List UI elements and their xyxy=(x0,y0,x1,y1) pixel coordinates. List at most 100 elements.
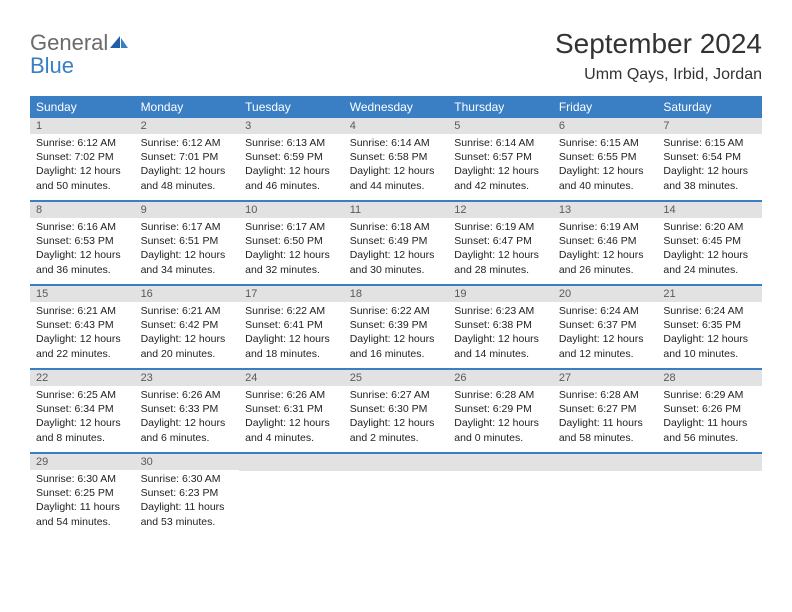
dow-saturday: Saturday xyxy=(657,96,762,118)
day-body: Sunrise: 6:18 AMSunset: 6:49 PMDaylight:… xyxy=(344,218,449,281)
daylight-text: Daylight: 12 hours and 42 minutes. xyxy=(454,164,547,192)
sunset-text: Sunset: 6:38 PM xyxy=(454,318,547,332)
day-cell: 16Sunrise: 6:21 AMSunset: 6:42 PMDayligh… xyxy=(135,286,240,368)
sunrise-text: Sunrise: 6:21 AM xyxy=(36,304,129,318)
day-number xyxy=(657,454,762,471)
dow-monday: Monday xyxy=(135,96,240,118)
day-number: 22 xyxy=(30,370,135,386)
day-cell: 18Sunrise: 6:22 AMSunset: 6:39 PMDayligh… xyxy=(344,286,449,368)
day-cell: 30Sunrise: 6:30 AMSunset: 6:23 PMDayligh… xyxy=(135,454,240,536)
day-body: Sunrise: 6:23 AMSunset: 6:38 PMDaylight:… xyxy=(448,302,553,365)
day-cell: 17Sunrise: 6:22 AMSunset: 6:41 PMDayligh… xyxy=(239,286,344,368)
day-number: 26 xyxy=(448,370,553,386)
daylight-text: Daylight: 12 hours and 44 minutes. xyxy=(350,164,443,192)
day-number: 24 xyxy=(239,370,344,386)
day-body: Sunrise: 6:29 AMSunset: 6:26 PMDaylight:… xyxy=(657,386,762,449)
day-number: 25 xyxy=(344,370,449,386)
day-number: 8 xyxy=(30,202,135,218)
day-body: Sunrise: 6:30 AMSunset: 6:25 PMDaylight:… xyxy=(30,470,135,533)
day-body: Sunrise: 6:24 AMSunset: 6:35 PMDaylight:… xyxy=(657,302,762,365)
day-body: Sunrise: 6:28 AMSunset: 6:27 PMDaylight:… xyxy=(553,386,658,449)
day-number: 11 xyxy=(344,202,449,218)
dow-tuesday: Tuesday xyxy=(239,96,344,118)
daylight-text: Daylight: 12 hours and 40 minutes. xyxy=(559,164,652,192)
calendar-page: General Blue September 2024 Umm Qays, Ir… xyxy=(0,0,792,556)
daylight-text: Daylight: 11 hours and 56 minutes. xyxy=(663,416,756,444)
sunrise-text: Sunrise: 6:21 AM xyxy=(141,304,234,318)
day-cell: 6Sunrise: 6:15 AMSunset: 6:55 PMDaylight… xyxy=(553,118,658,200)
daylight-text: Daylight: 12 hours and 12 minutes. xyxy=(559,332,652,360)
calendar-grid: Sunday Monday Tuesday Wednesday Thursday… xyxy=(30,96,762,536)
sunrise-text: Sunrise: 6:15 AM xyxy=(559,136,652,150)
daylight-text: Daylight: 12 hours and 20 minutes. xyxy=(141,332,234,360)
day-body: Sunrise: 6:17 AMSunset: 6:51 PMDaylight:… xyxy=(135,218,240,281)
day-body: Sunrise: 6:22 AMSunset: 6:41 PMDaylight:… xyxy=(239,302,344,365)
sunset-text: Sunset: 6:27 PM xyxy=(559,402,652,416)
day-number: 17 xyxy=(239,286,344,302)
sunset-text: Sunset: 6:42 PM xyxy=(141,318,234,332)
day-number xyxy=(344,454,449,471)
sunrise-text: Sunrise: 6:29 AM xyxy=(663,388,756,402)
sunset-text: Sunset: 6:34 PM xyxy=(36,402,129,416)
day-body xyxy=(239,471,344,531)
sunrise-text: Sunrise: 6:26 AM xyxy=(245,388,338,402)
day-cell: 22Sunrise: 6:25 AMSunset: 6:34 PMDayligh… xyxy=(30,370,135,452)
day-body: Sunrise: 6:15 AMSunset: 6:55 PMDaylight:… xyxy=(553,134,658,197)
day-cell: 4Sunrise: 6:14 AMSunset: 6:58 PMDaylight… xyxy=(344,118,449,200)
day-cell: 5Sunrise: 6:14 AMSunset: 6:57 PMDaylight… xyxy=(448,118,553,200)
sunset-text: Sunset: 6:46 PM xyxy=(559,234,652,248)
week-row: 15Sunrise: 6:21 AMSunset: 6:43 PMDayligh… xyxy=(30,286,762,370)
logo-sail-icon xyxy=(108,37,130,54)
day-cell: 23Sunrise: 6:26 AMSunset: 6:33 PMDayligh… xyxy=(135,370,240,452)
sunrise-text: Sunrise: 6:30 AM xyxy=(141,472,234,486)
sunrise-text: Sunrise: 6:20 AM xyxy=(663,220,756,234)
daylight-text: Daylight: 11 hours and 54 minutes. xyxy=(36,500,129,528)
sunset-text: Sunset: 6:43 PM xyxy=(36,318,129,332)
sunrise-text: Sunrise: 6:23 AM xyxy=(454,304,547,318)
daylight-text: Daylight: 12 hours and 2 minutes. xyxy=(350,416,443,444)
sunrise-text: Sunrise: 6:30 AM xyxy=(36,472,129,486)
day-body: Sunrise: 6:20 AMSunset: 6:45 PMDaylight:… xyxy=(657,218,762,281)
day-body: Sunrise: 6:26 AMSunset: 6:33 PMDaylight:… xyxy=(135,386,240,449)
page-header: General Blue September 2024 Umm Qays, Ir… xyxy=(30,28,762,84)
day-number: 12 xyxy=(448,202,553,218)
day-body: Sunrise: 6:25 AMSunset: 6:34 PMDaylight:… xyxy=(30,386,135,449)
day-cell: 3Sunrise: 6:13 AMSunset: 6:59 PMDaylight… xyxy=(239,118,344,200)
day-cell xyxy=(553,454,658,536)
sunset-text: Sunset: 6:59 PM xyxy=(245,150,338,164)
day-number: 23 xyxy=(135,370,240,386)
sunset-text: Sunset: 6:45 PM xyxy=(663,234,756,248)
sunrise-text: Sunrise: 6:15 AM xyxy=(663,136,756,150)
day-body: Sunrise: 6:15 AMSunset: 6:54 PMDaylight:… xyxy=(657,134,762,197)
day-cell xyxy=(657,454,762,536)
sunset-text: Sunset: 6:26 PM xyxy=(663,402,756,416)
day-number: 15 xyxy=(30,286,135,302)
day-cell: 8Sunrise: 6:16 AMSunset: 6:53 PMDaylight… xyxy=(30,202,135,284)
week-row: 1Sunrise: 6:12 AMSunset: 7:02 PMDaylight… xyxy=(30,118,762,202)
day-number: 27 xyxy=(553,370,658,386)
sunset-text: Sunset: 6:55 PM xyxy=(559,150,652,164)
daylight-text: Daylight: 12 hours and 22 minutes. xyxy=(36,332,129,360)
day-body: Sunrise: 6:21 AMSunset: 6:43 PMDaylight:… xyxy=(30,302,135,365)
sunset-text: Sunset: 6:30 PM xyxy=(350,402,443,416)
day-cell: 11Sunrise: 6:18 AMSunset: 6:49 PMDayligh… xyxy=(344,202,449,284)
daylight-text: Daylight: 12 hours and 28 minutes. xyxy=(454,248,547,276)
sunset-text: Sunset: 6:35 PM xyxy=(663,318,756,332)
day-cell xyxy=(344,454,449,536)
brand-logo: General Blue xyxy=(30,32,130,78)
sunset-text: Sunset: 6:39 PM xyxy=(350,318,443,332)
days-of-week-row: Sunday Monday Tuesday Wednesday Thursday… xyxy=(30,96,762,118)
sunrise-text: Sunrise: 6:26 AM xyxy=(141,388,234,402)
daylight-text: Daylight: 12 hours and 30 minutes. xyxy=(350,248,443,276)
week-row: 8Sunrise: 6:16 AMSunset: 6:53 PMDaylight… xyxy=(30,202,762,286)
sunrise-text: Sunrise: 6:13 AM xyxy=(245,136,338,150)
day-cell: 12Sunrise: 6:19 AMSunset: 6:47 PMDayligh… xyxy=(448,202,553,284)
sunset-text: Sunset: 6:54 PM xyxy=(663,150,756,164)
dow-sunday: Sunday xyxy=(30,96,135,118)
day-cell: 26Sunrise: 6:28 AMSunset: 6:29 PMDayligh… xyxy=(448,370,553,452)
day-body: Sunrise: 6:14 AMSunset: 6:58 PMDaylight:… xyxy=(344,134,449,197)
sunset-text: Sunset: 6:41 PM xyxy=(245,318,338,332)
sunset-text: Sunset: 6:57 PM xyxy=(454,150,547,164)
day-number: 9 xyxy=(135,202,240,218)
day-cell: 28Sunrise: 6:29 AMSunset: 6:26 PMDayligh… xyxy=(657,370,762,452)
